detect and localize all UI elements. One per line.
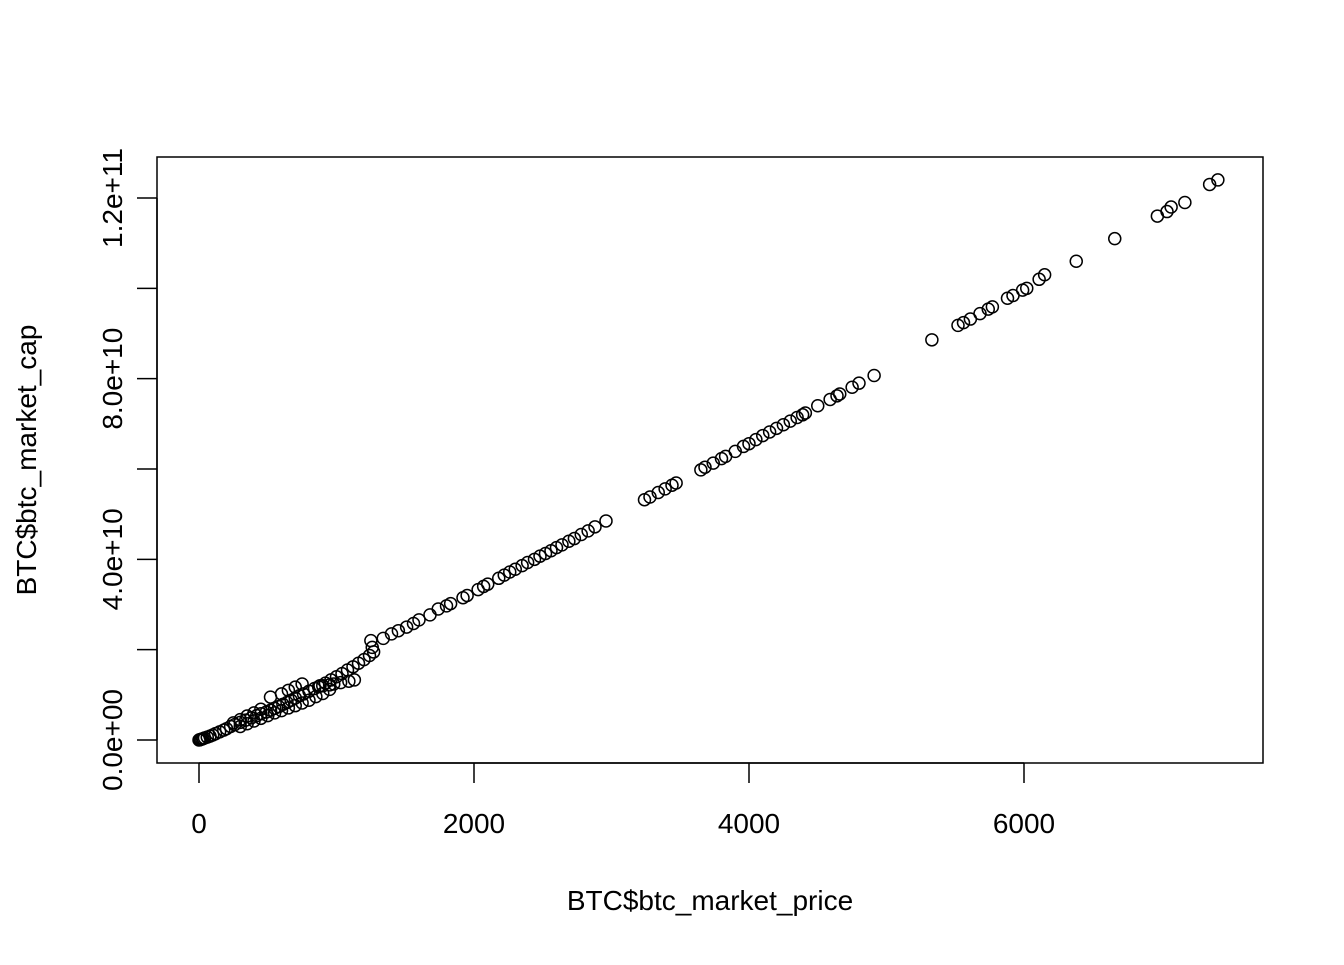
data-point: [833, 387, 847, 401]
x-tick-label: 2000: [443, 808, 505, 839]
data-point: [247, 714, 261, 728]
data-point: [423, 608, 437, 622]
data-point: [783, 414, 797, 428]
data-point: [412, 613, 426, 627]
data-point: [384, 627, 399, 641]
data-point: [1202, 177, 1217, 192]
x-tick-label: 0: [191, 808, 207, 839]
data-point: [1160, 204, 1174, 219]
y-tick-label: 1.2e+11: [97, 148, 128, 248]
data-point: [852, 376, 866, 390]
data-point: [776, 417, 791, 432]
data-point: [295, 696, 309, 710]
data-point: [1069, 254, 1083, 268]
x-axis-label: BTC$btc_market_price: [567, 885, 853, 916]
data-point: [365, 640, 379, 655]
data-point: [658, 482, 672, 496]
data-point: [694, 463, 708, 477]
data-point: [762, 425, 777, 439]
data-point: [274, 703, 289, 718]
data-point: [281, 701, 296, 715]
data-point: [431, 602, 445, 616]
data-point: [508, 562, 522, 577]
data-point: [1020, 281, 1034, 296]
data-point: [443, 596, 458, 611]
data-point: [254, 702, 268, 717]
data-point: [811, 399, 825, 413]
data-point: [599, 514, 613, 528]
data-point: [588, 520, 602, 534]
data-point: [698, 460, 712, 474]
data-point: [756, 428, 770, 443]
y-tick-label: 8.0e+10: [97, 328, 128, 430]
x-axis: 0 2000 4000 6000: [191, 762, 1055, 839]
data-point: [925, 333, 939, 347]
data-point: [460, 588, 474, 603]
data-point: [399, 620, 414, 634]
data-point: [567, 531, 582, 546]
y-tick-label: 4.0e+10: [97, 508, 128, 610]
data-point: [233, 719, 247, 734]
data-point: [288, 680, 302, 694]
data-point: [795, 408, 810, 422]
data-point: [333, 675, 348, 690]
y-axis: 0.0e+00 4.0e+10 8.0e+10 1.2e+11: [97, 148, 158, 791]
data-point: [985, 300, 1000, 314]
data-point: [581, 524, 595, 538]
data-point: [302, 693, 316, 708]
data-point: [643, 490, 657, 504]
data-point: [327, 677, 341, 691]
data-point: [240, 716, 254, 731]
data-point: [362, 648, 377, 663]
data-point: [316, 686, 330, 701]
data-point: [288, 698, 302, 713]
data-point: [281, 683, 296, 698]
data-point: [973, 306, 987, 321]
data-point: [1164, 200, 1178, 214]
y-tick-label: 0.0e+00: [97, 689, 128, 791]
data-point: [309, 689, 323, 704]
data-point: [749, 432, 763, 447]
data-point: [742, 436, 756, 451]
data-point: [1211, 173, 1225, 187]
data-point: [226, 716, 241, 730]
data-point: [342, 674, 356, 689]
data-point: [798, 406, 813, 420]
data-point: [956, 315, 971, 330]
data-point: [295, 677, 309, 691]
x-tick-label: 6000: [993, 808, 1055, 839]
data-point: [651, 485, 665, 500]
data-point: [574, 527, 588, 542]
data-point: [1178, 195, 1192, 210]
plot-frame: [156, 156, 1264, 764]
data-point: [233, 712, 247, 727]
data-point: [481, 577, 495, 591]
data-point: [240, 709, 254, 723]
data-point: [669, 476, 683, 490]
data-point: [830, 389, 844, 403]
data-point: [364, 633, 378, 648]
data-point: [1108, 231, 1122, 246]
data-point: [347, 673, 362, 687]
data-point: [263, 690, 278, 704]
data-point: [769, 421, 784, 436]
data-point: [520, 555, 535, 570]
data-point: [706, 456, 720, 470]
data-point: [376, 631, 390, 646]
data-point: [247, 706, 261, 720]
data-point: [391, 623, 406, 638]
x-tick-label: 4000: [718, 808, 780, 839]
data-point: [267, 706, 282, 720]
data-point: [867, 368, 881, 383]
data-point: [1037, 268, 1052, 282]
data-point: [254, 707, 268, 721]
points-layer: [192, 173, 1225, 747]
y-axis-label: BTC$btc_market_cap: [11, 325, 42, 596]
data-point: [845, 380, 859, 394]
data-point: [274, 687, 289, 701]
data-point: [555, 538, 569, 552]
